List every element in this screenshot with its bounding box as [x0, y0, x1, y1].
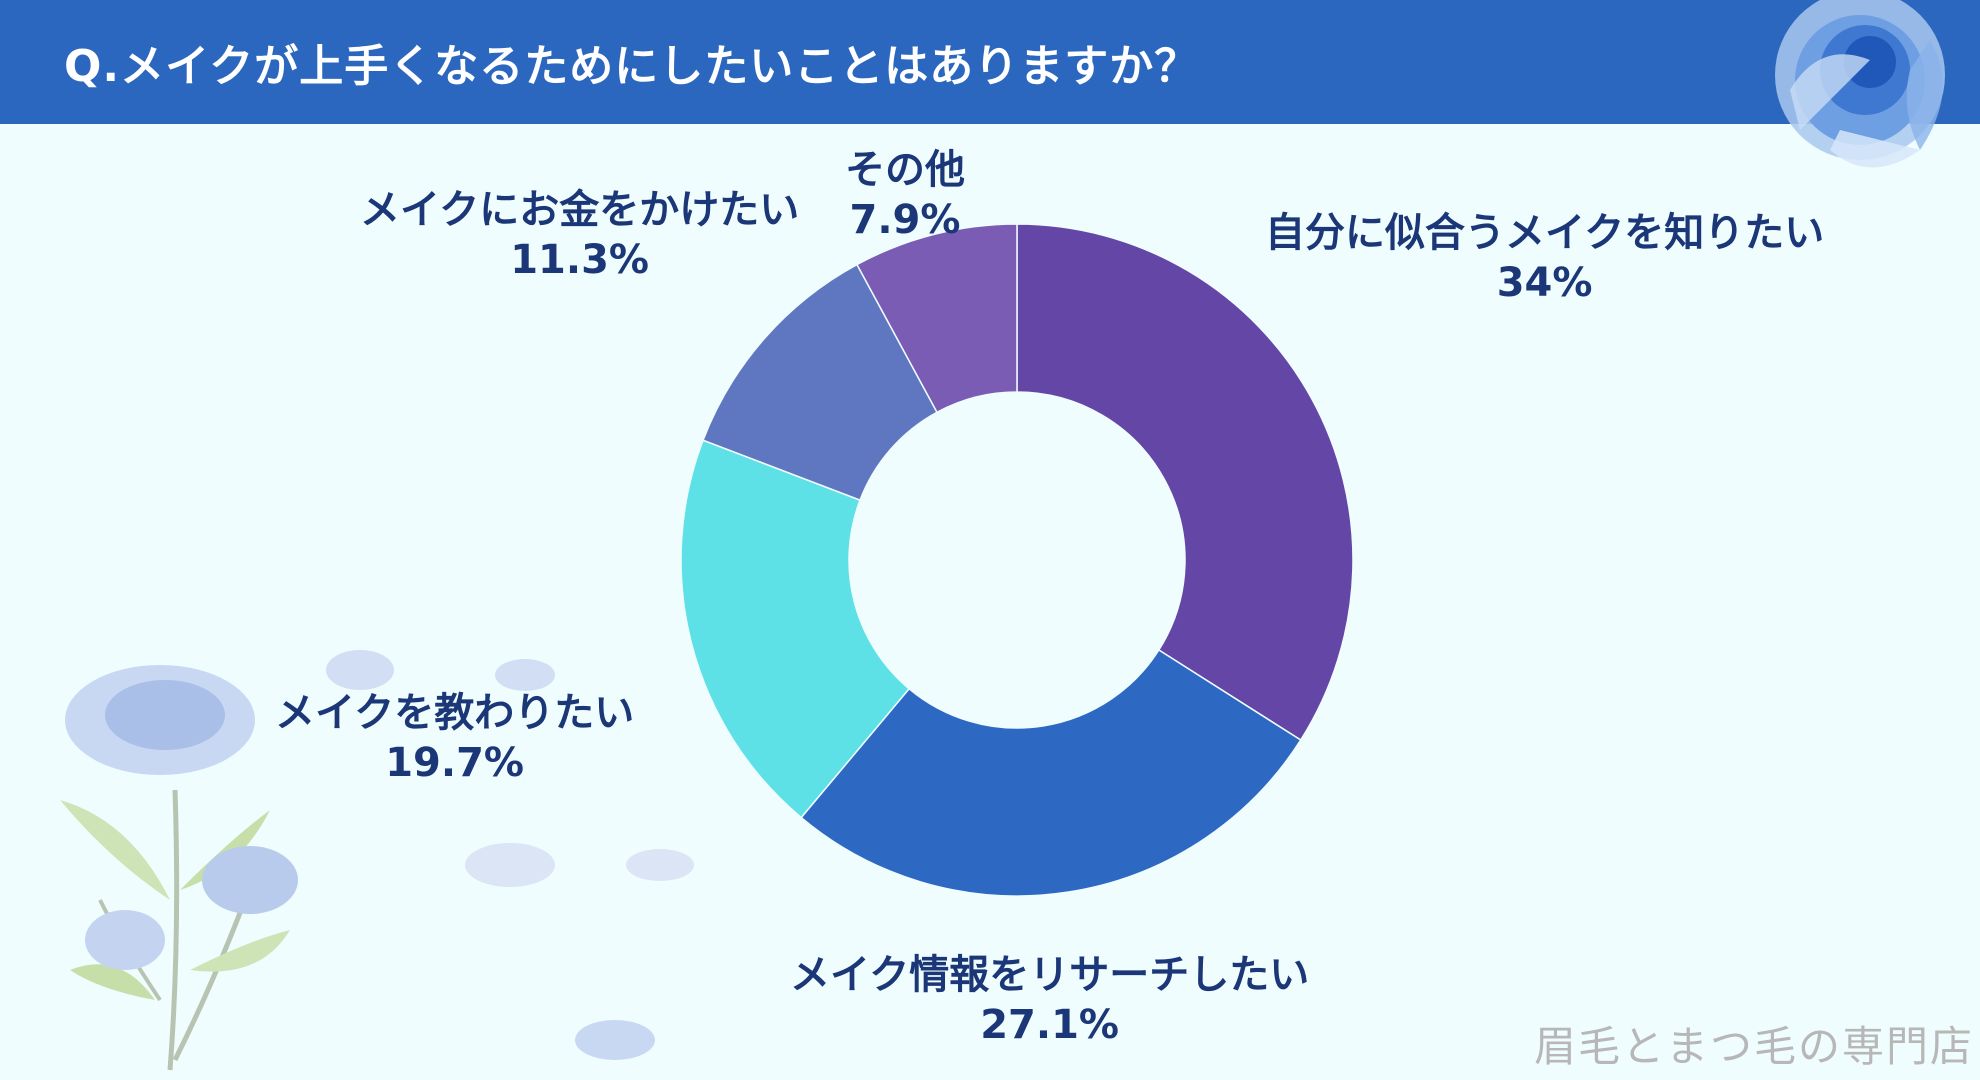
watermark: 眉毛とまつ毛の専門店	[1533, 1022, 1974, 1071]
header-bar: Q.メイクが上手くなるためにしたいことはありますか？	[0, 0, 1980, 124]
label-slice-3: メイクを教わりたい 19.7%	[275, 688, 634, 788]
rose-bouquet-decoration	[60, 665, 298, 1071]
label-slice-5: その他 7.9%	[845, 145, 965, 245]
label-slice-4: メイクにお金をかけたい 11.3%	[360, 185, 799, 285]
slice-3-name: メイクを教わりたい	[275, 690, 635, 736]
petal-decoration	[495, 659, 555, 691]
petal-decoration	[465, 843, 555, 887]
donut-slice-5	[855, 223, 1018, 414]
blue-rose-decoration	[1775, 0, 1945, 168]
petal-decoration	[575, 1020, 655, 1060]
petal-decoration	[626, 849, 694, 881]
slice-2-value: 27.1%	[980, 1002, 1119, 1048]
label-slice-1: 自分に似合うメイクを知りたい 34%	[1265, 208, 1824, 308]
slice-3-value: 19.7%	[385, 740, 524, 786]
slice-4-value: 11.3%	[510, 237, 649, 283]
slice-1-value: 34%	[1496, 260, 1593, 306]
donut-slice-1	[1016, 223, 1354, 742]
slice-2-name: メイク情報をリサーチしたい	[790, 952, 1310, 998]
slice-1-name: 自分に似合うメイクを知りたい	[1265, 210, 1825, 256]
page-title: Q.メイクが上手くなるためにしたいことはありますか？	[64, 41, 1200, 92]
slice-5-value: 7.9%	[849, 197, 961, 243]
donut-slice-2	[800, 648, 1302, 897]
slice-5-name: その他	[845, 147, 965, 193]
label-slice-2: メイク情報をリサーチしたい 27.1%	[790, 950, 1309, 1050]
donut-slice-3	[680, 439, 911, 819]
chart-slices	[680, 223, 1354, 897]
petal-decoration	[326, 650, 394, 690]
slice-4-name: メイクにお金をかけたい	[360, 187, 800, 233]
